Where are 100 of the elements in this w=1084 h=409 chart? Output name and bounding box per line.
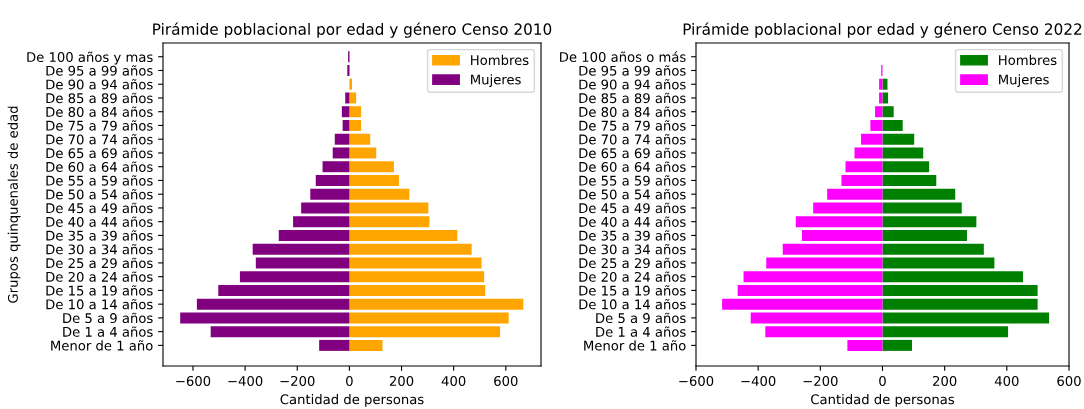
bar	[341, 106, 350, 118]
bar	[349, 326, 501, 338]
bar	[349, 92, 357, 104]
bar	[750, 312, 883, 324]
bar	[301, 202, 350, 214]
bar	[847, 339, 883, 351]
legend-label: Hombres	[471, 54, 529, 66]
y-tick-label: De 55 a 59 años	[46, 175, 153, 186]
x-tick-label: −400	[228, 375, 263, 386]
bar	[882, 106, 894, 118]
y-tick-label: De 40 a 44 años	[46, 216, 153, 227]
bar	[349, 78, 352, 90]
x-tick-label: 200	[933, 375, 957, 386]
bar	[349, 312, 509, 324]
y-tick-label: De 45 a 49 años	[46, 202, 153, 214]
bar	[349, 257, 482, 269]
bar	[882, 298, 1038, 310]
y-tick-label: De 85 a 89 años	[579, 92, 686, 104]
x-tick-label: −200	[280, 375, 315, 386]
y-tick-label: De 20 a 24 años	[579, 271, 686, 282]
y-tick-label: De 65 a 69 años	[579, 147, 686, 159]
bar	[870, 119, 883, 131]
y-tick-label: De 100 años y mas	[27, 51, 153, 65]
bar	[882, 188, 956, 200]
bar	[722, 298, 883, 310]
x-tick-label: −400	[741, 375, 776, 386]
bar	[349, 216, 430, 228]
bar	[882, 202, 962, 214]
bar	[252, 243, 350, 255]
y-tick-label: De 60 a 64 años	[46, 161, 153, 172]
bar	[218, 284, 350, 296]
bar	[332, 147, 350, 159]
bar	[315, 174, 350, 186]
y-tick-label: De 35 a 39 años	[579, 230, 686, 241]
y-tick-label: De 80 a 84 años	[579, 106, 686, 117]
x-axis-title: Cantidad de personas	[811, 394, 955, 407]
bar	[349, 202, 429, 214]
y-tick-label: De 5 a 9 años	[63, 312, 153, 324]
bar	[255, 257, 350, 269]
bar	[879, 92, 883, 104]
bar	[239, 271, 350, 283]
bar	[882, 174, 937, 186]
bar	[782, 243, 883, 255]
bar	[349, 298, 524, 310]
bar	[210, 326, 350, 338]
bar	[882, 339, 913, 351]
bar	[882, 216, 977, 228]
bar	[854, 147, 883, 159]
y-tick-label: De 95 a 99 años	[579, 65, 686, 76]
bar	[349, 188, 410, 200]
x-tick-label: −600	[679, 375, 714, 386]
x-tick-label: −600	[176, 375, 211, 386]
y-tick-label: De 5 a 9 años	[596, 312, 686, 324]
y-tick-label: Menor de 1 año	[584, 340, 686, 351]
bar	[322, 161, 350, 173]
bar	[310, 188, 350, 200]
bar	[293, 216, 350, 228]
bar	[345, 92, 350, 104]
bar	[845, 161, 883, 173]
y-tick-label: De 25 a 29 años	[579, 257, 686, 269]
bar	[766, 257, 883, 269]
y-tick-label: De 15 a 19 años	[46, 285, 153, 296]
bar	[334, 133, 350, 145]
bar	[882, 147, 924, 159]
y-tick-label: De 85 a 89 años	[46, 92, 153, 104]
bar	[879, 78, 883, 90]
bar	[349, 271, 485, 283]
x-tick-label: 400	[994, 375, 1019, 386]
y-tick-label: De 50 a 54 años	[579, 188, 686, 200]
bar	[882, 161, 930, 173]
bar	[743, 271, 883, 283]
bar	[196, 298, 350, 310]
y-tick-label: De 60 a 64 años	[579, 161, 686, 172]
y-tick-label: De 45 a 49 años	[579, 202, 686, 214]
legend-label: Hombres	[999, 54, 1057, 66]
bar	[861, 133, 883, 145]
y-tick-label: De 15 a 19 años	[579, 285, 686, 296]
x-tick-label: −200	[803, 375, 838, 386]
y-tick-label: De 30 a 34 años	[46, 243, 153, 255]
y-tick-label: De 20 a 24 años	[46, 271, 153, 282]
bar	[349, 243, 472, 255]
x-tick-label: 0	[346, 375, 353, 386]
bar	[882, 312, 1050, 324]
bar	[882, 229, 968, 241]
bar	[349, 284, 486, 296]
y-tick-label: Menor de 1 año	[51, 340, 153, 351]
x-tick-label: 400	[441, 375, 466, 386]
bar	[882, 243, 984, 255]
legend-label: Mujeres	[471, 74, 521, 88]
y-tick-label: De 10 a 14 años	[46, 298, 153, 310]
chart-title: Pirámide poblacional por edad y género Censo 2022	[683, 22, 1082, 38]
y-tick-label: De 95 a 99 años	[46, 65, 153, 76]
y-tick-label: De 50 a 54 años	[46, 188, 153, 200]
bar	[882, 133, 915, 145]
chart-title: Pirámide poblacional por edad y género Censo 2010	[153, 22, 552, 38]
bar	[882, 326, 1009, 338]
y-tick-label: De 75 a 79 años	[579, 120, 686, 131]
bar	[801, 229, 883, 241]
bar	[349, 106, 362, 118]
y-axis-title: Grupos quinquenales de edad	[7, 106, 21, 303]
